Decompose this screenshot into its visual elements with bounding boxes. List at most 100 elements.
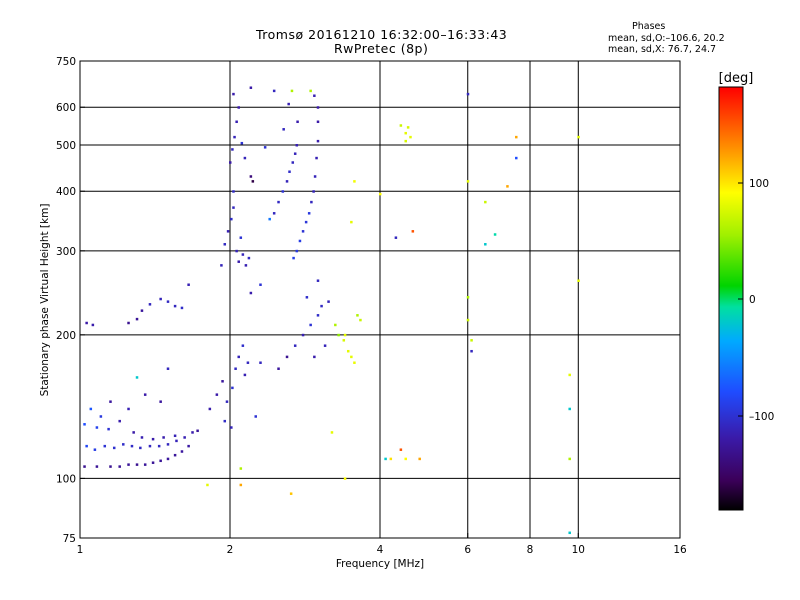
data-point: [470, 339, 473, 342]
data-point: [173, 434, 177, 438]
data-point: [305, 296, 309, 299]
data-point: [233, 135, 236, 139]
colorbar-tick-label: –100: [749, 411, 774, 423]
data-point: [166, 457, 170, 461]
data-point: [359, 318, 362, 322]
data-point: [208, 407, 212, 411]
data-point: [237, 106, 240, 109]
data-point: [353, 180, 356, 183]
data-point: [298, 239, 302, 243]
data-point: [301, 333, 305, 337]
data-point: [259, 283, 262, 286]
data-point: [399, 124, 403, 127]
data-point: [246, 361, 250, 364]
y-tick-label: 500: [56, 140, 76, 152]
data-point: [312, 190, 315, 193]
data-point: [289, 492, 293, 495]
data-point: [320, 304, 323, 308]
data-point: [350, 220, 353, 224]
data-point: [215, 393, 219, 396]
data-point: [196, 429, 199, 433]
data-point: [515, 156, 518, 160]
data-point: [285, 355, 289, 359]
data-point: [109, 400, 112, 403]
data-point: [130, 444, 134, 448]
data-point: [148, 303, 152, 306]
y-tick-label: 100: [56, 473, 76, 485]
data-point: [243, 373, 247, 377]
data-point: [206, 483, 209, 487]
data-point: [285, 180, 289, 183]
data-point: [132, 431, 135, 434]
data-point: [277, 367, 280, 370]
data-point: [127, 463, 130, 466]
data-point: [304, 220, 308, 224]
data-point: [157, 444, 161, 448]
data-point: [466, 296, 470, 299]
data-point: [272, 89, 276, 93]
data-point: [313, 94, 316, 97]
data-point: [180, 306, 184, 310]
data-point: [316, 106, 320, 109]
data-point: [411, 230, 415, 233]
chart-subtitle: RwPretec (8p): [334, 41, 429, 56]
data-point: [384, 457, 387, 461]
data-point: [301, 230, 305, 233]
data-point: [568, 457, 571, 461]
data-point: [515, 135, 518, 139]
x-tick-label: 10: [572, 544, 585, 556]
data-point: [281, 190, 285, 193]
data-point: [159, 459, 162, 463]
data-point: [577, 135, 580, 139]
data-point: [259, 361, 262, 364]
data-point: [237, 355, 240, 359]
data-point: [313, 355, 316, 359]
data-point: [230, 217, 233, 221]
data-point: [175, 439, 178, 443]
data-point: [135, 376, 139, 379]
data-point: [316, 120, 320, 124]
data-point: [237, 260, 240, 263]
data-point: [287, 102, 290, 106]
data-point: [135, 317, 139, 321]
data-point: [226, 230, 230, 233]
data-point: [243, 156, 247, 160]
data-point: [191, 431, 194, 434]
data-point: [235, 120, 238, 124]
data-point: [466, 180, 470, 183]
data-point: [404, 139, 407, 143]
data-point: [183, 436, 186, 439]
data-point: [140, 436, 144, 439]
data-point: [346, 349, 350, 353]
gridlines: [80, 61, 680, 538]
data-point: [249, 175, 253, 178]
data-point: [568, 373, 571, 377]
data-point: [343, 333, 347, 337]
data-point: [143, 393, 147, 396]
data-point: [139, 446, 142, 450]
data-point: [466, 318, 470, 322]
data-point: [231, 386, 234, 390]
data-point: [187, 283, 190, 286]
data-point: [249, 86, 253, 89]
data-point: [122, 443, 125, 446]
data-point: [493, 233, 497, 236]
y-axis-label: Stationary phase Virtual Height [km]: [39, 204, 51, 397]
data-point: [85, 444, 88, 448]
data-point: [127, 321, 130, 325]
data-point: [293, 152, 297, 155]
data-point: [350, 355, 353, 359]
data-point: [330, 431, 334, 434]
data-point: [223, 419, 227, 423]
y-tick-label: 300: [56, 246, 76, 258]
y-axis-ticks: 75 100 200 300 400 500 600 750: [56, 56, 85, 545]
data-point: [223, 243, 227, 246]
y-tick-label: 75: [63, 533, 76, 545]
x-tick-label: 4: [377, 544, 384, 556]
data-point: [568, 531, 571, 535]
data-point: [91, 323, 95, 327]
data-point: [140, 309, 144, 312]
data-point: [327, 300, 330, 303]
data-point: [244, 264, 248, 267]
data-point: [379, 192, 382, 196]
